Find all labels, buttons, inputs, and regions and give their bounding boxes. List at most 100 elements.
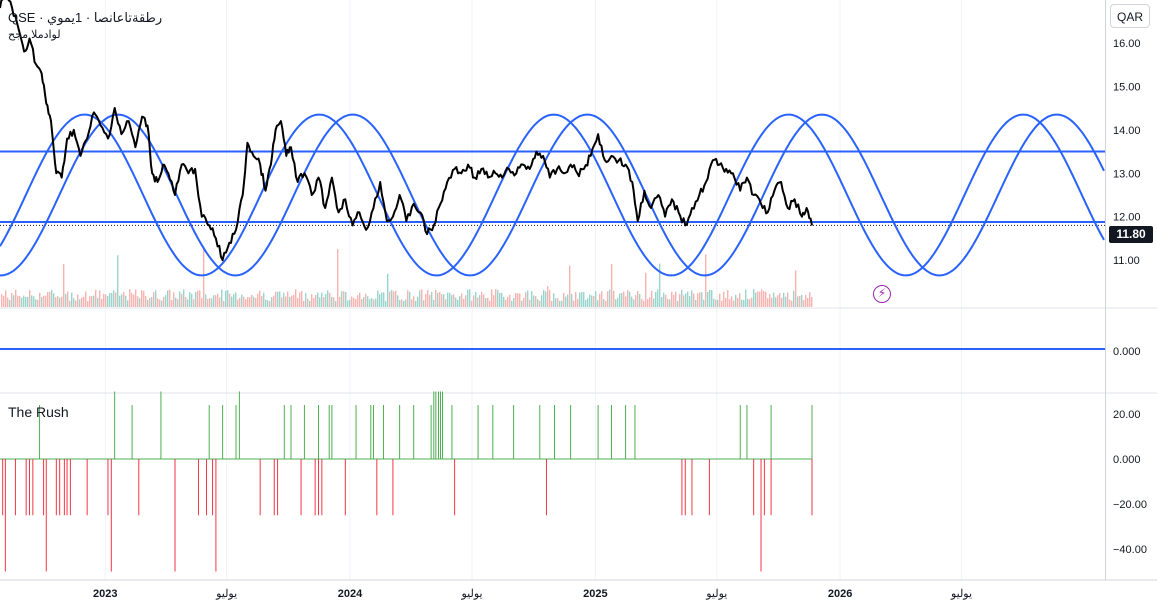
volume-bar [67,291,69,307]
volume-bar [289,296,291,307]
volume-bar [15,289,17,307]
volume-bar [773,292,775,307]
volume-bar [309,300,311,307]
volume-bar [55,297,57,307]
volume-bar [569,265,571,307]
volume-bar [35,299,37,307]
volume-bar [555,298,557,307]
x-tick-label: 2026 [828,588,852,600]
y-tick-label: 11.00 [1113,255,1140,267]
volume-bar [633,299,635,307]
volume-bar [445,299,447,307]
volume-bar [487,297,489,307]
y-tick-label: 0.000 [1113,454,1141,466]
volume-bar [399,299,401,307]
volume-bar [247,297,249,307]
volume-bar [195,291,197,307]
volume-bar [187,299,189,307]
volume-bar [105,294,107,307]
volume-bar [45,295,47,307]
volume-bar [63,264,65,307]
volume-bar [617,297,619,307]
volume-bar [675,291,677,307]
volume-bar [173,292,175,307]
volume-bar [341,291,343,307]
volume-bar [583,292,585,307]
volume-bar [235,292,237,307]
volume-bar [611,263,613,307]
volume-legend[interactable]: لوادملا مجح [8,29,61,41]
volume-bar [499,292,501,307]
volume-bar [47,292,49,307]
volume-bar [191,293,193,307]
volume-bar [527,290,529,307]
currency-button[interactable]: QAR [1110,4,1150,28]
volume-bar [807,297,809,307]
volume-bar [321,292,323,307]
volume-bar [141,290,143,307]
volume-bar [57,296,59,307]
volume-bar [671,291,673,307]
volume-bar [461,293,463,307]
volume-bar [11,292,13,307]
volume-bar [561,300,563,307]
volume-bar [299,292,301,307]
volume-bar [271,297,273,307]
volume-bar [723,291,725,307]
volume-bar [677,300,679,307]
volume-bar [465,295,467,307]
volume-bar [409,291,411,307]
time-axis: 2023 يوليو 2024 يوليو 2025 يوليو 2026 يوليو [93,588,972,600]
volume-bar [575,291,577,307]
volume-bar [663,292,665,307]
indicator-label[interactable]: The Rush [8,404,69,420]
volume-bar [373,299,375,307]
volume-bar [181,293,183,307]
price-series [0,0,813,262]
volume-bar [361,299,363,307]
horizontal-levels [0,150,1105,350]
volume-bar [21,297,23,307]
volume-bar [177,299,179,307]
volume-bar [279,291,281,307]
volume-bar [655,291,657,307]
volume-bar [503,296,505,307]
volume-bar [687,291,689,307]
volume-bar [125,295,127,307]
volume-bar [343,291,345,307]
volume-bar [225,290,227,307]
volume-bar [301,290,303,307]
volume-bar [163,296,165,307]
volume-bar [783,292,785,307]
volume-bar [265,299,267,307]
volume-bar [775,297,777,307]
volume-bar [291,295,293,307]
volume-bar [129,289,131,307]
volume-bar [691,290,693,307]
volume-bar [685,293,687,307]
volume-bar [179,291,181,307]
volume-bar [371,298,373,307]
lightning-icon[interactable]: ⚡ [873,285,891,303]
volume-bar [313,297,315,307]
volume-bar [709,289,711,307]
volume-bar [695,299,697,307]
volume-bar [669,299,671,307]
legend-title[interactable]: QSE · رطقةتاعانصا · 1يموي [8,10,163,25]
volume-bar [277,291,279,307]
volume-bar [13,295,15,307]
volume-bar [601,291,603,307]
volume-bar [559,300,561,307]
volume-bar [59,297,61,307]
volume-bar [253,296,255,307]
volume-bar [639,293,641,307]
volume-bar [659,263,661,307]
volume-bar [207,299,209,307]
volume-bar [535,295,537,307]
volume-bar [727,290,729,307]
volume-bar [437,292,439,307]
volume-bar [339,296,341,307]
volume-bar [325,294,327,307]
volume-bar [703,299,705,307]
